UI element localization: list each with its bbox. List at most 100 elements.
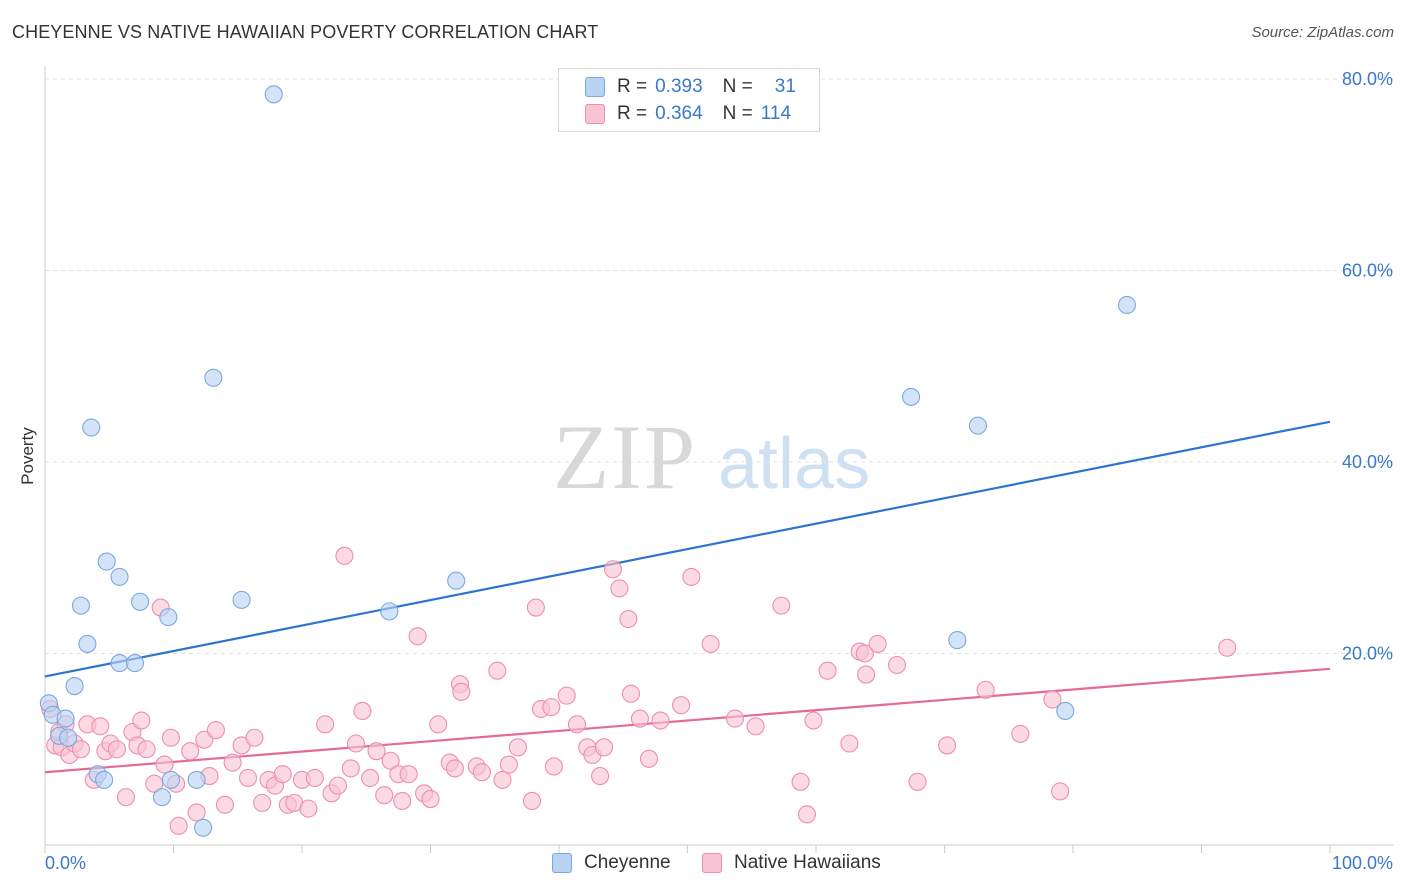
cheyenne-point [56,709,75,728]
native-hawaiians-point [181,742,200,761]
native-hawaiians-point [621,684,641,703]
gridlines [45,78,1394,654]
native-hawaiians-point [630,709,650,728]
native-hawaiians-point [132,711,151,730]
cheyenne-point [948,631,967,650]
native-hawaiians-point [299,799,318,818]
native-hawaiians-point [603,560,623,579]
trend-lines [44,420,1331,774]
cheyenne-point [71,596,91,615]
native-hawaiians-point [791,772,810,791]
native-hawaiians-point [445,759,464,778]
native-hawaiians-point [1011,724,1030,743]
native-hawaiians-point [508,738,527,757]
native-hawaiians-point [797,805,817,824]
native-hawaiians-point [857,665,876,684]
native-hawaiians-point [619,609,638,629]
native-hawaiians-point [137,740,156,759]
native-hawaiians-point [672,696,691,715]
native-hawaiians-point [493,770,512,789]
native-hawaiians-point [1051,782,1070,801]
cheyenne-point [194,818,213,837]
cheyenne-point [161,770,180,789]
y-tick-label: 80.0% [1342,69,1393,89]
native-hawaiians-point [273,765,292,784]
native-hawaiians-point [639,749,659,768]
native-hawaiians-point [976,680,995,699]
native-hawaiians-point [145,774,164,793]
native-hawaiians-point [245,728,264,747]
cheyenne-point [902,387,921,406]
watermark: ZIP atlas [553,406,870,508]
cheyenne-point [968,416,987,435]
native-hawaiians-point [567,715,587,734]
cheyenne-point [125,654,144,673]
cheyenne-point [1056,701,1075,721]
x-tick-label: 0.0% [45,853,86,873]
native-hawaiians-point [361,768,380,788]
native-hawaiians-point [367,742,386,761]
native-legend-swatch [702,853,722,873]
native-hawaiians-point [855,644,874,663]
legend-item-cheyenne[interactable]: Cheyenne [552,852,671,874]
cheyenne-point [82,418,101,437]
cheyenne-trend-line [44,420,1331,678]
native-hawaiians-point [1043,690,1062,709]
native-hawaiians-point [169,816,188,835]
native-hawaiians-point [887,655,907,675]
native-hawaiians-trend-line [44,667,1331,774]
r-label: R = [617,103,648,124]
native-hawaiians-point [375,786,394,805]
tick-labels: 20.0% 40.0% 60.0% 80.0% 0.0% 100.0% [45,69,1393,873]
stats-legend: R = 0.393 N = 31 R = 0.364 N = 114 [558,68,820,132]
legend-label-cheyenne: Cheyenne [584,852,671,873]
native-hawaiians-point [353,701,372,721]
y-tick-label: 20.0% [1342,644,1393,664]
native-hawaiians-point [908,772,927,791]
stats-row-cheyenne: R = 0.393 N = 31 [585,75,796,99]
native-hawaiians-point [187,803,206,822]
native-hawaiians-point [253,793,272,812]
cheyenne-point [131,592,150,611]
native-hawaiians-point [341,759,360,778]
cheyenne-point [95,770,114,789]
native-hawaiians-point [804,711,823,730]
native-hawaiians-point [116,788,136,807]
native-hawaiians-point [488,661,507,680]
native-hawaiians-point [522,791,542,811]
n-label: N = [722,76,753,97]
native-hawaiians-point [215,795,234,814]
native-hawaiians-point [938,736,957,755]
watermark-atlas: atlas [718,424,870,504]
native-hawaiians-point [393,791,412,811]
n-value: 31 [774,76,796,97]
y-tick-label: 40.0% [1342,452,1393,472]
legend-item-native-hawaiians[interactable]: Native Hawaiians [702,852,881,874]
native-hawaiians-point [328,776,348,795]
r-value: 0.393 [655,76,703,97]
native-hawaiians-point [335,546,354,565]
native-hawaiians-point [161,728,180,747]
native-hawaiians-point [408,627,427,646]
native-hawaiians-point [346,734,366,753]
native-hawaiians-point [155,755,174,774]
cheyenne-point [264,85,283,104]
native-hawaiians-point [71,740,91,759]
native-hawaiians-point [206,721,225,740]
native-hawaiians-point [544,757,563,776]
native-hawaiians-point [452,682,471,701]
native-hawaiians-point [591,767,610,786]
watermark-zip: ZIP [553,406,697,508]
native-hawaiians-point [381,751,400,770]
native-hawaiians-point [305,768,324,788]
cheyenne-point [110,654,129,673]
cheyenne-point [187,770,206,789]
cheyenne-point [78,634,97,653]
native-hawaiians-point [91,717,110,736]
cheyenne-point [159,608,178,627]
native-hawaiians-point [472,763,491,782]
native-hawaiians-point [840,734,859,753]
cheyenne-point [65,677,84,696]
source-label: Source: ZipAtlas.com [1251,24,1394,41]
